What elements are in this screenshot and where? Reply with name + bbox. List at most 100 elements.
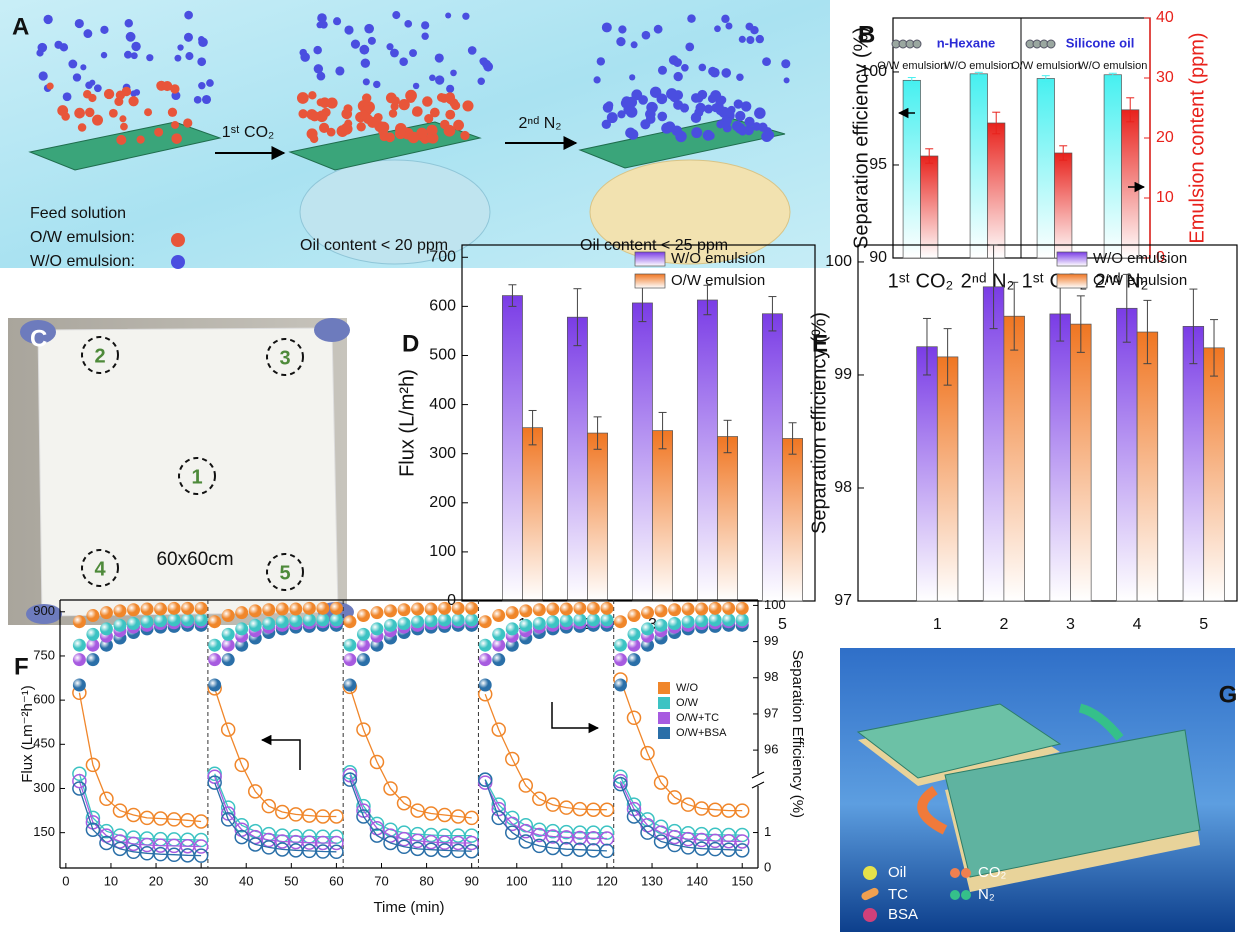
point <box>86 628 99 641</box>
point <box>425 614 438 627</box>
point <box>533 617 546 630</box>
series-line <box>79 693 201 822</box>
droplet <box>68 60 77 69</box>
droplet <box>335 66 344 75</box>
series-line <box>485 780 607 851</box>
bar <box>903 80 920 258</box>
y-tick-label: 450 <box>33 736 55 751</box>
point <box>614 639 627 652</box>
droplet <box>363 78 370 85</box>
droplet <box>409 49 417 57</box>
point <box>235 606 248 619</box>
droplet <box>736 74 744 82</box>
bar-label: W/O emulsion <box>1078 60 1147 72</box>
droplet <box>657 93 668 104</box>
y2-tick-label: 10 <box>1156 189 1174 206</box>
bar <box>718 437 738 601</box>
point <box>425 603 438 616</box>
droplet <box>638 95 648 105</box>
y-tick-label: 600 <box>33 692 55 707</box>
point <box>276 603 289 616</box>
point <box>573 602 586 615</box>
droplet <box>327 97 338 108</box>
droplet <box>359 110 368 119</box>
droplet <box>597 57 605 65</box>
x-tick-label: 4 <box>1133 616 1142 633</box>
point <box>100 606 113 619</box>
x-tick-label: 140 <box>686 873 708 888</box>
droplet <box>116 135 126 145</box>
bar-label: O/W emulsion <box>1011 60 1080 72</box>
droplet <box>133 89 140 96</box>
y2-tick-label: 30 <box>1156 69 1174 86</box>
bar <box>921 156 938 258</box>
bar <box>783 438 803 601</box>
droplet <box>739 36 746 43</box>
legend-swatch <box>658 712 670 724</box>
membrane-sheet <box>38 328 338 616</box>
droplet <box>734 99 743 108</box>
point <box>262 617 275 630</box>
droplet <box>391 96 400 105</box>
droplet <box>698 64 706 72</box>
droplet <box>735 111 745 121</box>
x-tick-label: 120 <box>596 873 618 888</box>
droplet <box>78 123 86 131</box>
point <box>316 602 329 615</box>
droplet <box>674 72 683 81</box>
point <box>506 606 519 619</box>
point <box>168 602 181 615</box>
x-tick-label: 130 <box>641 873 663 888</box>
droplet <box>685 43 694 52</box>
point <box>195 613 208 626</box>
y-tick-label: 100 <box>429 543 456 560</box>
bar <box>983 287 1004 601</box>
bar <box>1050 314 1071 601</box>
point <box>86 609 99 622</box>
spot-label: 4 <box>94 558 106 580</box>
point <box>357 653 370 666</box>
droplet <box>754 107 766 119</box>
legend-swatch <box>658 727 670 739</box>
droplet <box>299 49 307 57</box>
point <box>506 622 519 635</box>
droplet <box>128 96 138 106</box>
point <box>357 609 370 622</box>
series-line <box>79 774 201 840</box>
bar <box>1071 324 1092 601</box>
droplet <box>424 114 433 123</box>
x-tick-label: 110 <box>551 873 572 888</box>
droplet <box>126 32 136 42</box>
point <box>384 619 397 632</box>
legend-icon <box>950 890 960 900</box>
droplet <box>202 95 211 104</box>
point <box>181 602 194 615</box>
point <box>141 603 154 616</box>
droplet <box>368 37 376 45</box>
legend-label: BSA <box>888 906 918 923</box>
x-tick-label: 1 <box>933 616 942 633</box>
droplet <box>357 122 366 131</box>
legend-swatch <box>658 697 670 709</box>
legend-icon <box>950 868 960 878</box>
point <box>479 653 492 666</box>
droplet <box>185 52 193 60</box>
point <box>519 604 532 617</box>
droplet <box>762 57 771 66</box>
y-tick-label: 99 <box>834 366 852 383</box>
droplet <box>616 37 625 46</box>
x-tick-label: 40 <box>239 873 253 888</box>
legend-label: CO₂ <box>978 864 1007 881</box>
point <box>222 653 235 666</box>
droplet <box>119 115 126 122</box>
panel-a: A 1ˢᵗ CO₂ 2ⁿᵈ N₂ Feed solution O/W emuls… <box>0 0 830 270</box>
droplet <box>131 52 138 59</box>
point <box>330 602 343 615</box>
x-tick-label: 5 <box>1199 616 1208 633</box>
y-tick-label: 97 <box>834 592 852 609</box>
bar <box>970 74 987 258</box>
droplet <box>716 120 724 128</box>
point <box>736 602 749 615</box>
bar <box>1037 78 1054 258</box>
droplet <box>54 41 62 49</box>
